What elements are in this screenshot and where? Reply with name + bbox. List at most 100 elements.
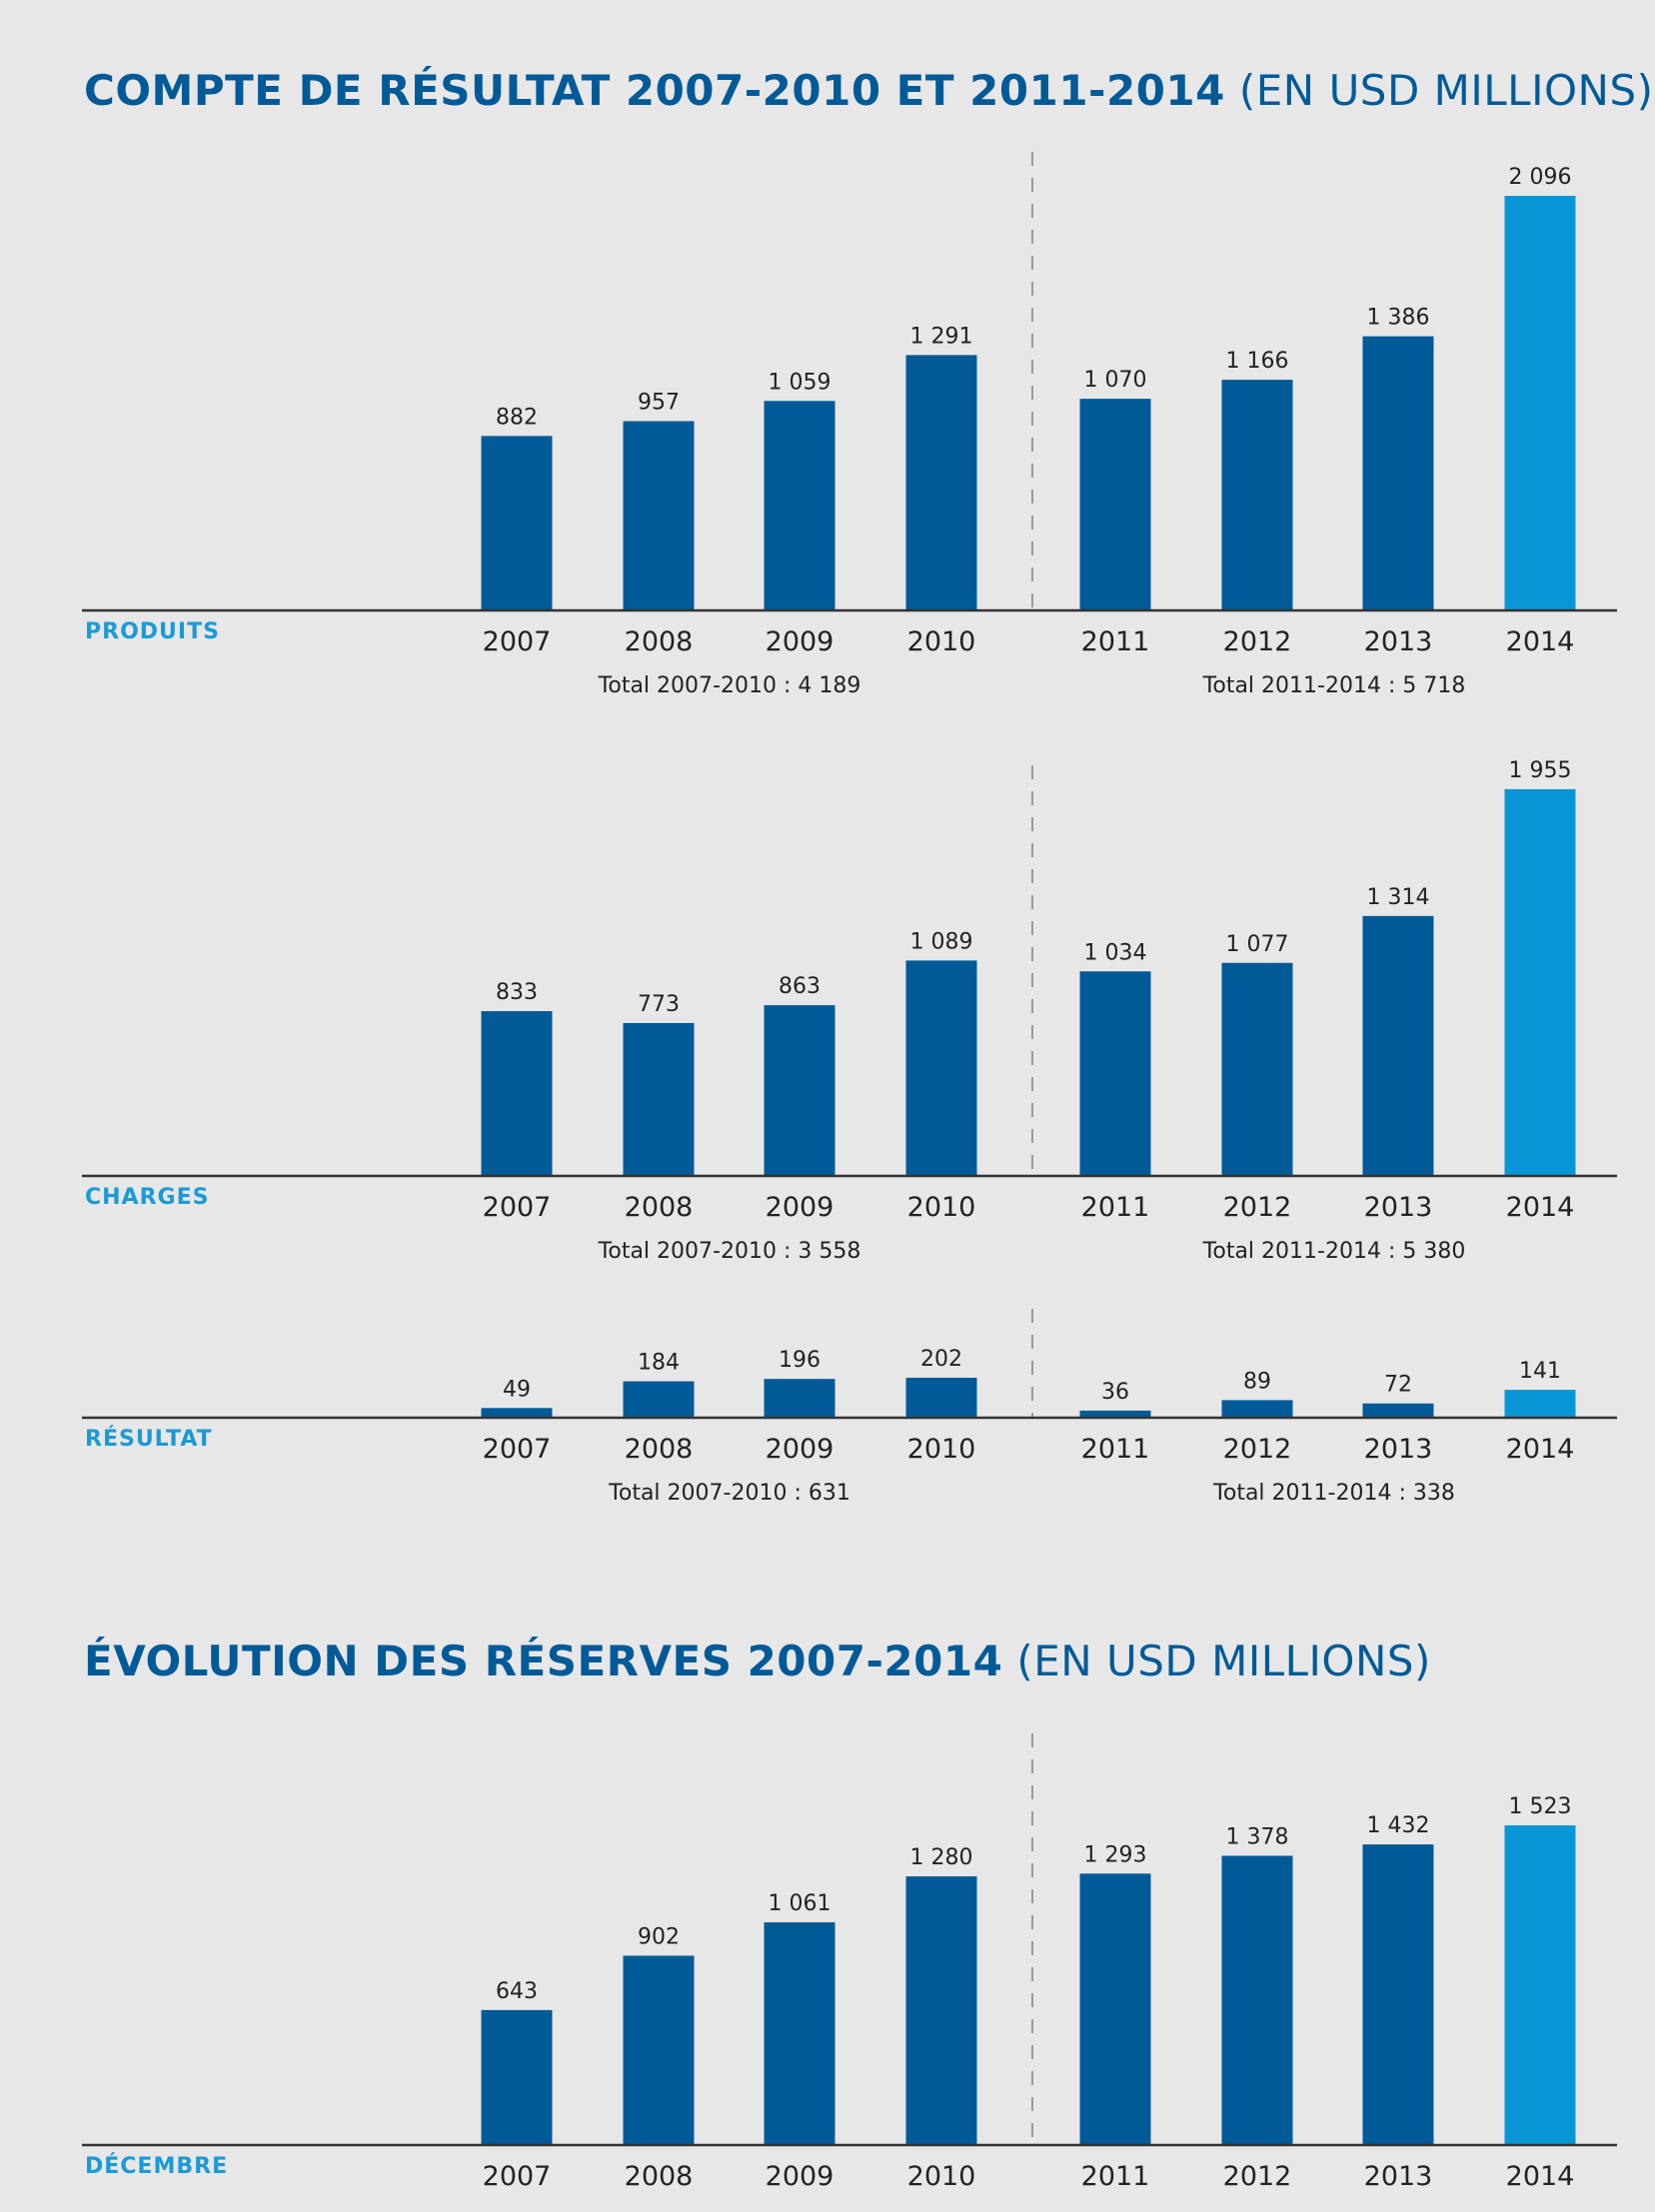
produits-bar-2008 [623, 421, 695, 610]
charges-bar-2013 [1362, 915, 1434, 1176]
charges-bar-2010 [905, 960, 977, 1176]
reserves-year-tick-2009: 2009 [766, 2161, 834, 2192]
income-title-unit: (EN USD MILLIONS) [1238, 66, 1654, 115]
resultat-year-tick-2008: 2008 [625, 1434, 694, 1465]
charges-bar-2008 [623, 1022, 695, 1176]
resultat-bar-2013 [1362, 1403, 1434, 1418]
reserves-year-tick-2007: 2007 [483, 2161, 552, 2192]
resultat-value-label-2009: 196 [779, 1348, 821, 1373]
resultat-year-tick-2010: 2010 [907, 1434, 976, 1465]
produits-year-tick-2012: 2012 [1223, 626, 1292, 657]
charges-value-label-2010: 1 089 [910, 929, 973, 954]
charges-value-label-2011: 1 034 [1084, 940, 1147, 965]
reserves-bar-2014 [1504, 1825, 1576, 2145]
resultat-bar-2014 [1504, 1390, 1576, 1418]
resultat-bar-2011 [1079, 1410, 1151, 1418]
reserves-title: ÉVOLUTION DES RÉSERVES 2007-2014 (EN USD … [84, 1637, 1431, 1685]
produits-total-2011-2014: Total 2011-2014 : 5 718 [1202, 673, 1466, 698]
produits-bar-2014 [1504, 196, 1576, 610]
produits-value-label-2012: 1 166 [1226, 349, 1289, 374]
reserves-year-tick-2010: 2010 [907, 2161, 976, 2192]
resultat-value-label-2012: 89 [1243, 1369, 1271, 1394]
income-title-main: COMPTE DE RÉSULTAT 2007-2010 ET 2011-201… [84, 66, 1225, 115]
reserves-year-tick-2013: 2013 [1364, 2161, 1433, 2192]
charges-year-tick-2013: 2013 [1364, 1192, 1433, 1223]
produits-value-label-2010: 1 291 [910, 324, 973, 349]
produits-bar-2009 [764, 401, 835, 610]
resultat-total-2011-2014: Total 2011-2014 : 338 [1212, 1481, 1455, 1506]
charges-value-label-2013: 1 314 [1367, 885, 1430, 910]
reserves-value-label-2013: 1 432 [1367, 1813, 1430, 1838]
charges-value-label-2007: 833 [496, 980, 538, 1005]
resultat-bar-2012 [1221, 1400, 1293, 1418]
reserves-bar-2008 [623, 1955, 695, 2145]
reserves-value-label-2014: 1 523 [1509, 1794, 1572, 1819]
resultat-year-tick-2007: 2007 [483, 1434, 552, 1465]
reserves-bar-2013 [1362, 1844, 1434, 2145]
resultat-bar-2009 [764, 1379, 835, 1418]
charges-bar-2014 [1504, 788, 1576, 1176]
resultat-series-label: RÉSULTAT [85, 1426, 213, 1452]
produits-year-tick-2007: 2007 [483, 626, 552, 657]
reserves-value-label-2007: 643 [496, 1979, 538, 2004]
charges-total-2011-2014: Total 2011-2014 : 5 380 [1202, 1239, 1466, 1264]
charges-value-label-2009: 863 [779, 974, 821, 999]
resultat-year-tick-2012: 2012 [1223, 1434, 1292, 1465]
charges-year-tick-2010: 2010 [907, 1192, 976, 1223]
reserves-year-tick-2011: 2011 [1081, 2161, 1150, 2192]
produits-series-label: PRODUITS [85, 619, 220, 644]
charges-year-tick-2012: 2012 [1223, 1192, 1292, 1223]
produits-year-tick-2011: 2011 [1081, 626, 1150, 657]
resultat-total-2007-2010: Total 2007-2010 : 631 [608, 1481, 850, 1506]
charges-year-tick-2014: 2014 [1506, 1192, 1575, 1223]
produits-value-label-2007: 882 [496, 405, 538, 430]
reserves-value-label-2012: 1 378 [1226, 1824, 1289, 1849]
charges-bar-2011 [1079, 971, 1151, 1176]
reserves-bar-2012 [1221, 1855, 1293, 2145]
produits-year-tick-2008: 2008 [625, 626, 694, 657]
produits-year-tick-2010: 2010 [907, 626, 976, 657]
reserves-bar-2007 [481, 2009, 553, 2145]
charges-series-label: CHARGES [85, 1185, 209, 1210]
resultat-bar-2007 [481, 1408, 553, 1418]
resultat-year-tick-2009: 2009 [766, 1434, 834, 1465]
produits-year-tick-2013: 2013 [1364, 626, 1433, 657]
reserves-year-tick-2012: 2012 [1223, 2161, 1292, 2192]
resultat-bar-2008 [623, 1381, 695, 1418]
charges-value-label-2008: 773 [638, 992, 680, 1017]
reserves-title-main: ÉVOLUTION DES RÉSERVES 2007-2014 [84, 1637, 1003, 1685]
charges-year-tick-2007: 2007 [483, 1192, 552, 1223]
reserves-bar-2009 [764, 1922, 835, 2145]
charges-year-tick-2008: 2008 [625, 1192, 694, 1223]
charges-bar-2009 [764, 1005, 835, 1176]
resultat-value-label-2014: 141 [1519, 1359, 1561, 1384]
produits-bar-2013 [1362, 336, 1434, 610]
reserves-title-unit: (EN USD MILLIONS) [1016, 1637, 1431, 1685]
produits-year-tick-2009: 2009 [766, 626, 834, 657]
produits-value-label-2014: 2 096 [1509, 165, 1572, 190]
reserves-value-label-2011: 1 293 [1084, 1842, 1147, 1867]
resultat-value-label-2008: 184 [638, 1351, 680, 1376]
reserves-bar-2011 [1079, 1873, 1151, 2145]
resultat-bar-2010 [905, 1378, 977, 1418]
resultat-value-label-2013: 72 [1384, 1373, 1412, 1398]
reserves-series-label: DÉCEMBRE [85, 2153, 228, 2179]
resultat-year-tick-2011: 2011 [1081, 1434, 1150, 1465]
charges-year-tick-2011: 2011 [1081, 1192, 1150, 1223]
resultat-value-label-2010: 202 [920, 1347, 962, 1372]
produits-bar-2007 [481, 436, 553, 610]
income-statement-title: COMPTE DE RÉSULTAT 2007-2010 ET 2011-201… [84, 66, 1654, 115]
produits-value-label-2013: 1 386 [1367, 306, 1430, 331]
charges-bar-2012 [1221, 962, 1293, 1176]
charges-value-label-2014: 1 955 [1509, 758, 1572, 783]
produits-value-label-2009: 1 059 [769, 370, 831, 395]
reserves-value-label-2008: 902 [638, 1924, 680, 1949]
produits-year-tick-2014: 2014 [1506, 626, 1575, 657]
reserves-year-tick-2014: 2014 [1506, 2161, 1575, 2192]
charges-total-2007-2010: Total 2007-2010 : 3 558 [598, 1239, 861, 1264]
charges-bar-2007 [481, 1011, 553, 1176]
produits-value-label-2008: 957 [638, 391, 680, 416]
reserves-year-tick-2008: 2008 [625, 2161, 694, 2192]
produits-bar-2010 [905, 355, 977, 610]
